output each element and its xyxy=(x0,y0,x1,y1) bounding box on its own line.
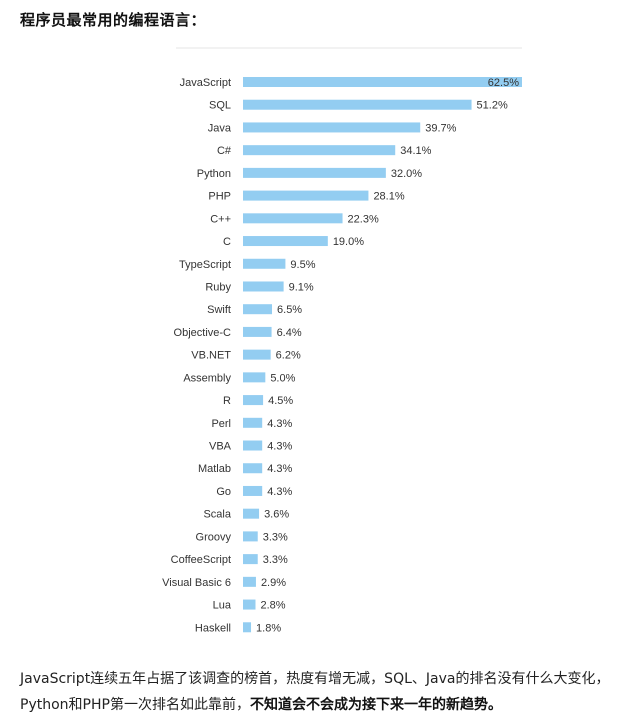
bar xyxy=(243,599,256,610)
category-label: C++ xyxy=(210,213,231,225)
value-label: 51.2% xyxy=(477,100,508,112)
value-label: 3.3% xyxy=(263,531,288,543)
category-label: Perl xyxy=(211,418,231,430)
category-label: R xyxy=(223,395,231,407)
article-paragraph: JavaScript连续五年占据了该调查的榜首，热度有增无减，SQL、Java的… xyxy=(20,666,624,718)
bar xyxy=(243,258,286,269)
bar xyxy=(243,213,343,224)
value-label: 1.8% xyxy=(256,622,281,634)
category-label: VB.NET xyxy=(191,350,231,362)
category-label: Go xyxy=(216,486,231,498)
value-label: 4.5% xyxy=(268,395,293,407)
bar xyxy=(243,281,284,292)
value-label: 2.9% xyxy=(261,577,286,589)
bar xyxy=(243,190,369,201)
bar xyxy=(243,395,264,406)
value-label: 4.3% xyxy=(267,486,292,498)
value-label: 22.3% xyxy=(348,213,379,225)
category-label: PHP xyxy=(208,191,231,203)
category-label: Assembly xyxy=(183,372,231,384)
bar xyxy=(243,440,263,451)
value-label: 19.0% xyxy=(333,236,364,248)
bar xyxy=(243,508,260,519)
category-label: TypeScript xyxy=(179,259,231,271)
value-label: 6.5% xyxy=(277,304,302,316)
category-label: VBA xyxy=(209,441,232,453)
bar xyxy=(243,485,263,496)
bar xyxy=(243,145,396,156)
category-label: Groovy xyxy=(196,531,232,543)
value-label: 3.6% xyxy=(264,509,289,521)
value-label: 32.0% xyxy=(391,168,422,180)
category-label: Visual Basic 6 xyxy=(162,577,231,589)
value-label: 4.3% xyxy=(267,441,292,453)
bar xyxy=(243,463,263,474)
value-label: 9.1% xyxy=(289,281,314,293)
bar xyxy=(243,622,252,633)
bar xyxy=(243,99,472,110)
paragraph-text: JavaScript连续五年占据了该调查的榜首，热度有增无减，SQL、Java的… xyxy=(20,671,610,713)
category-label: Ruby xyxy=(205,281,231,293)
paragraph-bold-text: 不知道会不会成为接下来一年的新趋势。 xyxy=(249,697,502,713)
category-label: Python xyxy=(197,168,231,180)
value-label: 39.7% xyxy=(425,122,456,134)
value-label: 34.1% xyxy=(400,145,431,157)
category-label: SQL xyxy=(209,100,231,112)
bar xyxy=(243,531,258,542)
category-label: JavaScript xyxy=(180,77,231,89)
bar xyxy=(243,417,263,428)
value-label: 9.5% xyxy=(290,259,315,271)
category-label: Objective-C xyxy=(174,327,232,339)
value-label: 3.3% xyxy=(263,554,288,566)
category-label: Swift xyxy=(207,304,231,316)
bar xyxy=(243,349,271,360)
category-label: Matlab xyxy=(198,463,231,475)
category-label: Scala xyxy=(203,509,231,521)
category-label: Java xyxy=(208,122,232,134)
bar xyxy=(243,77,522,87)
category-label: C# xyxy=(217,145,232,157)
value-label: 28.1% xyxy=(373,191,404,203)
bar xyxy=(243,122,421,133)
bar xyxy=(243,236,328,247)
chart-rows: JavaScript 62.5% SQL 51.2% Java 39.7% C# 34.1% P… xyxy=(162,77,522,634)
category-label: CoffeeScript xyxy=(171,554,231,566)
page-heading: 程序员最常用的编程语言： xyxy=(20,11,207,29)
bar xyxy=(243,167,386,178)
value-label: 4.3% xyxy=(267,463,292,475)
bar xyxy=(243,554,258,565)
category-label: Lua xyxy=(213,600,232,612)
bar xyxy=(243,304,273,315)
category-label: C xyxy=(223,236,231,248)
category-label: Haskell xyxy=(195,622,231,634)
bar xyxy=(243,576,256,587)
value-label: 6.2% xyxy=(276,350,301,362)
bar xyxy=(243,372,266,383)
value-label: 62.5% xyxy=(488,77,519,89)
chart-svg: JavaScript 62.5% SQL 51.2% Java 39.7% C# 34.1% P… xyxy=(162,47,522,634)
value-label: 6.4% xyxy=(277,327,302,339)
value-label: 2.8% xyxy=(260,600,285,612)
bar xyxy=(243,326,272,337)
value-label: 5.0% xyxy=(270,372,295,384)
languages-bar-chart: JavaScript 62.5% SQL 51.2% Java 39.7% C# 34.1% P… xyxy=(0,40,640,650)
value-label: 4.3% xyxy=(267,418,292,430)
